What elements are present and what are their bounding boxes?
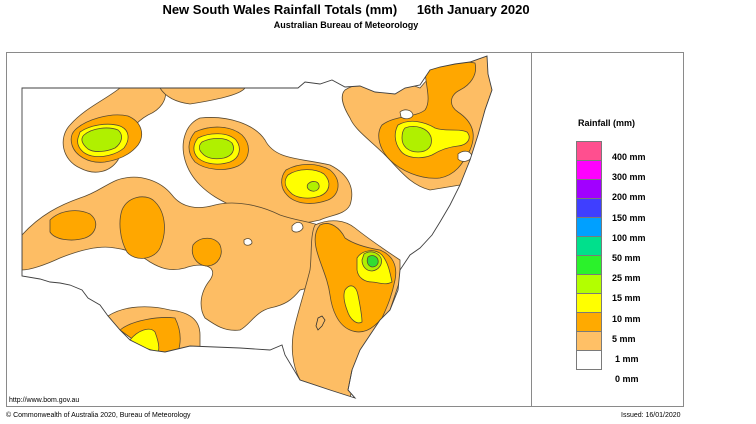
legend-label: 50 mm xyxy=(612,252,641,263)
legend-label: 200 mm xyxy=(612,192,646,203)
legend-swatch-15-25 xyxy=(576,274,602,294)
legend-swatch-0-1 xyxy=(576,350,602,370)
legend-label: 300 mm xyxy=(612,172,646,183)
legend-label: 0 mm xyxy=(615,374,639,385)
legend-swatch-10-15 xyxy=(576,293,602,313)
legend-swatch-300-400 xyxy=(576,160,602,180)
legend-labels: 400 mm 300 mm 200 mm 150 mm 100 mm 50 mm… xyxy=(612,152,646,394)
legend-label: 400 mm xyxy=(612,152,646,162)
legend-swatch-200-300 xyxy=(576,179,602,199)
copyright-notice: © Commonwealth of Australia 2020, Bureau… xyxy=(6,412,191,419)
legend-swatch-100-150 xyxy=(576,217,602,237)
issued-date: Issued: 16/01/2020 xyxy=(621,412,681,419)
legend-label: 15 mm xyxy=(612,293,641,304)
legend-swatch-150-200 xyxy=(576,198,602,218)
nsw-border xyxy=(21,55,493,399)
map-subtitle: Australian Bureau of Meteorology xyxy=(273,20,419,30)
act-border xyxy=(315,315,326,331)
legend-title: Rainfall (mm) xyxy=(578,118,636,128)
map-frame xyxy=(6,52,684,407)
legend-label: 1 mm xyxy=(615,353,639,364)
legend-color-bar xyxy=(576,141,602,370)
legend-swatch-1-5 xyxy=(576,331,602,351)
legend-swatch-50-100 xyxy=(576,236,602,256)
legend-swatch-5-10 xyxy=(576,312,602,332)
map-title: New South Wales Rainfall Totals (mm) 16t… xyxy=(0,2,692,17)
source-url[interactable]: http://www.bom.gov.au xyxy=(9,397,80,404)
title-text: New South Wales Rainfall Totals (mm) xyxy=(162,2,398,17)
rainfall-map xyxy=(21,55,493,399)
legend-swatch-25-50 xyxy=(576,255,602,275)
legend-label: 10 mm xyxy=(612,313,641,324)
legend-label: 5 mm xyxy=(612,333,636,344)
title-date: 16th January 2020 xyxy=(416,2,530,17)
legend-label: 150 mm xyxy=(612,212,646,223)
legend-label: 100 mm xyxy=(612,232,646,243)
legend-divider xyxy=(531,52,532,407)
legend-label: 25 mm xyxy=(612,273,641,284)
coastline-continuation xyxy=(347,369,356,399)
legend-swatch-400plus xyxy=(576,141,602,161)
